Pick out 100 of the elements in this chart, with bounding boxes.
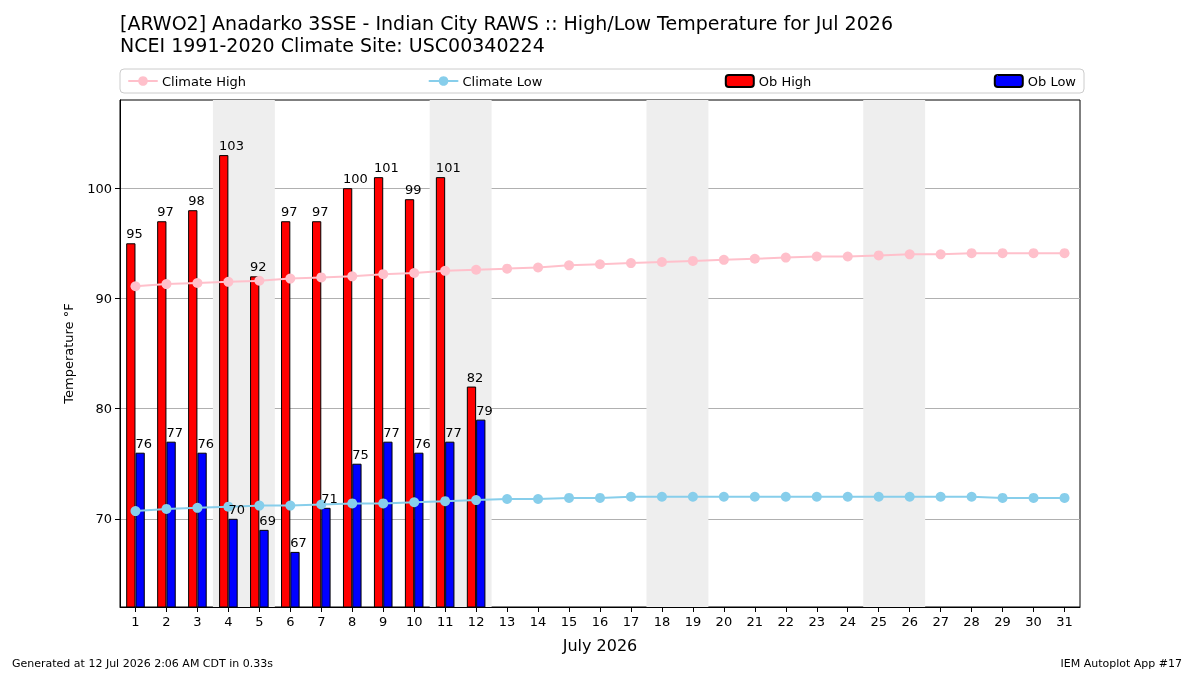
- data-label: 75: [352, 446, 369, 462]
- data-label: 70: [228, 501, 245, 517]
- point: [595, 492, 605, 503]
- point: [564, 492, 575, 503]
- x-tick-label: 15: [560, 614, 578, 629]
- legend-label: Climate High: [162, 73, 247, 89]
- point: [873, 250, 884, 261]
- x-tick-label: 9: [379, 614, 388, 629]
- point: [254, 275, 265, 286]
- x-tick-label: 21: [746, 614, 764, 629]
- x-tick-label: 19: [684, 614, 702, 629]
- x-tick-label: 20: [715, 614, 733, 629]
- data-label: 101: [373, 160, 399, 176]
- point: [749, 253, 760, 264]
- x-tick-label: 2: [162, 614, 171, 629]
- point: [625, 491, 636, 502]
- legend-label: Climate Low: [462, 73, 543, 89]
- point: [161, 279, 172, 290]
- data-label: 76: [197, 435, 214, 451]
- x-tick-label: 8: [348, 614, 357, 629]
- point: [161, 503, 172, 514]
- x-tick-label: 4: [224, 614, 233, 629]
- point: [904, 491, 915, 502]
- point: [842, 251, 853, 262]
- point: [656, 491, 667, 502]
- x-tick-label: 17: [622, 614, 640, 629]
- x-tick-label: 30: [1025, 614, 1042, 629]
- point: [780, 491, 791, 502]
- x-tick-label: 14: [529, 614, 547, 629]
- point: [718, 254, 729, 265]
- point: [1028, 492, 1039, 503]
- point: [811, 491, 822, 502]
- x-tick-label: 28: [963, 614, 980, 629]
- x-tick-label: 27: [932, 614, 949, 629]
- data-label: 71: [321, 490, 338, 506]
- point: [502, 263, 513, 274]
- point: [718, 491, 729, 502]
- x-tick-label: 1: [131, 614, 140, 629]
- point: [285, 500, 296, 511]
- point: [285, 273, 296, 284]
- y-axis-title: Temperature °F: [61, 303, 76, 405]
- point: [811, 251, 822, 262]
- data-label: 77: [383, 424, 400, 440]
- data-label: 103: [219, 138, 244, 154]
- data-label: 82: [466, 369, 484, 385]
- point: [347, 271, 358, 282]
- x-tick-label: 23: [808, 614, 826, 629]
- data-label: 97: [312, 204, 329, 220]
- chart-subtitle: NCEI 1991-2020 Climate Site: USC00340224: [120, 33, 545, 56]
- x-tick-label: 26: [901, 614, 918, 629]
- point: [780, 252, 791, 263]
- point: [316, 272, 327, 283]
- data-label: 77: [445, 424, 462, 440]
- point: [935, 249, 946, 260]
- data-label: 69: [259, 512, 276, 528]
- point: [687, 491, 698, 502]
- x-tick-label: 18: [653, 614, 671, 629]
- text: IEM Autoplot App #17: [1060, 657, 1182, 670]
- point: [935, 491, 946, 502]
- point: [749, 491, 760, 502]
- point: [440, 265, 451, 276]
- point: [842, 491, 853, 502]
- data-label: 77: [166, 424, 183, 440]
- data-label: 98: [188, 193, 205, 209]
- point: [223, 276, 234, 287]
- point: [625, 258, 636, 269]
- x-tick-label: 25: [870, 614, 887, 629]
- data-label: 76: [414, 435, 431, 451]
- point: [409, 268, 420, 279]
- y-tick-label: 90: [95, 290, 112, 306]
- data-label: 100: [342, 171, 368, 187]
- point: [1059, 248, 1070, 259]
- y-tick-label: 80: [95, 401, 112, 417]
- data-label: 67: [290, 534, 307, 550]
- data-label: 76: [135, 435, 153, 451]
- data-label: 101: [435, 160, 461, 176]
- point: [564, 260, 575, 271]
- point: [997, 248, 1008, 259]
- x-tick-label: 24: [839, 614, 857, 629]
- point: [347, 498, 358, 509]
- y-tick-label: 70: [95, 511, 112, 527]
- point: [533, 262, 544, 273]
- point: [471, 495, 482, 506]
- point: [966, 248, 977, 259]
- point: [966, 491, 977, 502]
- point: [502, 493, 513, 504]
- x-tick-label: 5: [255, 614, 264, 629]
- point: [904, 249, 915, 260]
- point: [873, 491, 884, 502]
- point: [1028, 248, 1039, 259]
- point: [409, 497, 420, 508]
- data-label: 79: [476, 402, 493, 418]
- x-tick-label: 31: [1056, 614, 1073, 629]
- legend-label: Ob Low: [1027, 73, 1077, 89]
- point: [595, 259, 605, 270]
- text: Generated at 12 Jul 2026 2:06 AM CDT in 0.33s: [12, 657, 274, 670]
- data-label: 97: [281, 204, 298, 220]
- point: [192, 277, 203, 288]
- point: [254, 500, 265, 511]
- x-tick-label: 6: [286, 614, 295, 629]
